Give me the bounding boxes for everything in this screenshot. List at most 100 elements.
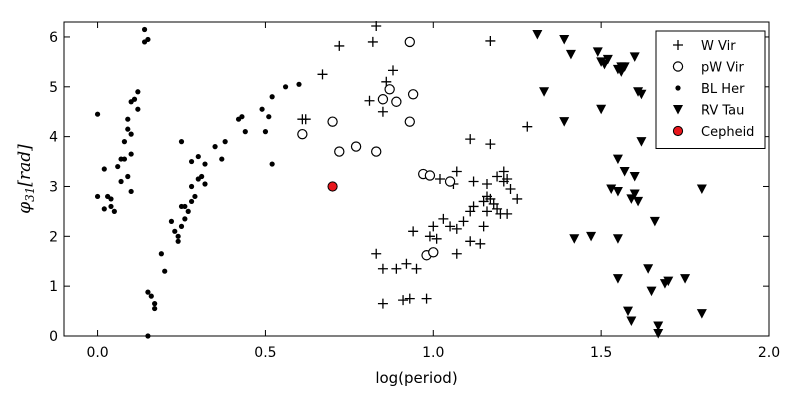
data-point — [445, 221, 456, 232]
data-point — [145, 289, 151, 295]
data-point — [182, 216, 188, 222]
data-point — [619, 167, 630, 177]
y-axis-label-subscript: 31 — [23, 187, 37, 202]
data-point — [465, 134, 476, 145]
data-point — [202, 161, 208, 167]
data-point — [128, 151, 134, 157]
data-point — [108, 203, 114, 210]
data-point — [592, 47, 603, 57]
data-point — [424, 170, 436, 181]
data-point — [168, 218, 175, 224]
y-tick-label: 5 — [49, 80, 58, 96]
y-tick-label: 6 — [49, 30, 58, 46]
data-point — [296, 81, 302, 87]
data-point — [532, 29, 543, 40]
data-point — [569, 234, 580, 244]
data-point — [178, 139, 185, 145]
legend-marker — [673, 105, 683, 115]
data-point — [444, 176, 456, 187]
data-point — [172, 228, 178, 234]
data-point — [465, 236, 476, 247]
y-tick-label: 0 — [49, 329, 58, 345]
data-point — [266, 114, 272, 120]
data-point — [431, 233, 442, 244]
data-point — [629, 52, 640, 62]
y-tick-label: 3 — [49, 179, 58, 195]
data-point — [539, 87, 550, 97]
data-point — [367, 36, 378, 47]
data-point — [152, 301, 158, 307]
data-point — [411, 263, 422, 274]
data-point — [125, 126, 131, 132]
data-point — [108, 196, 114, 202]
x-tick-label: 1.5 — [590, 345, 612, 361]
data-point — [377, 298, 388, 309]
data-point — [377, 106, 388, 117]
data-point — [222, 139, 228, 145]
data-point — [565, 49, 576, 60]
legend-item: RV Tau — [673, 104, 744, 119]
data-point — [219, 156, 225, 162]
legend-marker — [673, 40, 683, 50]
data-point — [653, 321, 664, 332]
data-point — [629, 172, 640, 182]
data-point — [498, 166, 509, 177]
data-point — [465, 206, 476, 217]
data-point — [633, 196, 644, 207]
legend-label: BL Her — [701, 82, 745, 97]
data-point — [141, 39, 148, 45]
y-axis-label-symbol: φ — [15, 202, 35, 214]
data-point — [182, 203, 188, 210]
data-point — [408, 226, 419, 237]
data-point — [498, 176, 509, 187]
data-point — [128, 99, 134, 105]
data-point — [188, 183, 195, 190]
data-point — [162, 268, 168, 274]
legend: W Vir pW Vir BL Her RV Tau Cepheid — [655, 30, 766, 149]
data-point — [269, 94, 275, 100]
series-w-vir — [297, 20, 533, 309]
data-point — [377, 94, 389, 105]
y-axis-label-unit: [rad] — [15, 144, 35, 187]
data-point — [512, 193, 523, 204]
y-axis-label: φ31[rad] — [15, 144, 37, 214]
data-point — [435, 174, 445, 184]
data-point — [612, 234, 623, 244]
data-point — [391, 96, 402, 107]
data-point — [125, 173, 131, 180]
data-point — [623, 306, 633, 317]
data-point — [401, 258, 412, 269]
data-point — [371, 146, 382, 157]
data-point — [239, 114, 245, 120]
data-point — [135, 89, 141, 95]
x-tick-label: 1.0 — [422, 345, 444, 361]
data-point — [212, 144, 218, 150]
series-pw-vir — [297, 36, 456, 261]
data-point — [111, 208, 117, 214]
legend-label: pW Vir — [701, 61, 744, 76]
legend-item: Cepheid — [672, 125, 754, 140]
series-cepheid — [327, 181, 338, 192]
legend-label: RV Tau — [701, 104, 744, 119]
data-point — [317, 69, 328, 80]
data-point — [118, 178, 124, 185]
data-point — [478, 221, 489, 232]
data-point — [451, 248, 462, 259]
data-point — [482, 206, 492, 217]
data-point — [269, 161, 275, 167]
data-point — [596, 104, 607, 115]
data-point — [428, 221, 439, 232]
data-point — [350, 141, 362, 152]
data-point — [636, 137, 647, 147]
data-point — [404, 293, 415, 304]
data-point — [148, 293, 154, 299]
legend-marker — [672, 125, 684, 137]
data-point — [407, 89, 419, 100]
plot-area — [63, 21, 770, 337]
data-point — [458, 216, 469, 227]
y-tick-label: 2 — [49, 229, 58, 245]
data-point — [438, 213, 449, 224]
data-point — [606, 184, 617, 194]
data-point — [259, 106, 265, 112]
data-point — [629, 189, 640, 199]
